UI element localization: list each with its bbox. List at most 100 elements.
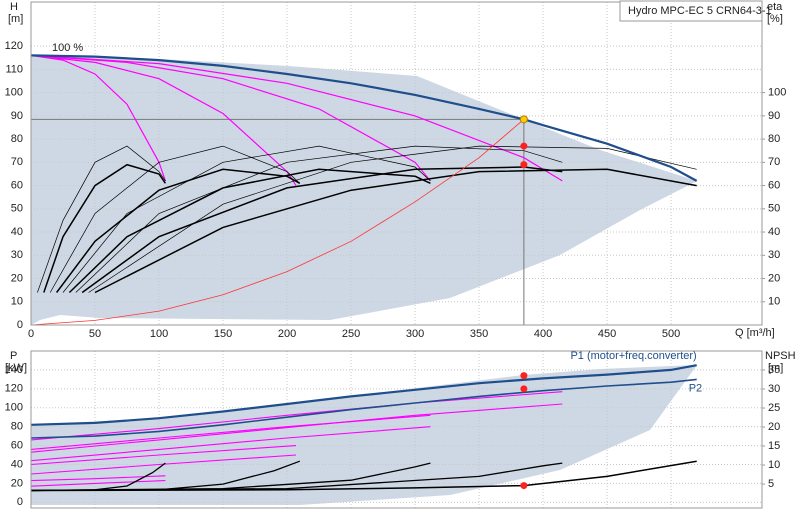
curve — [30, 54, 563, 182]
curve — [30, 426, 431, 462]
curve — [49, 145, 301, 293]
y-tick-label: 40 — [11, 226, 23, 238]
operating-point — [520, 142, 528, 150]
y-tick-label: 20 — [11, 477, 23, 489]
curve — [37, 145, 166, 293]
operating-point — [520, 385, 528, 393]
x-tick-label: 50 — [89, 328, 101, 340]
y2-tick-label: 30 — [768, 383, 780, 395]
curve — [30, 378, 697, 439]
curve — [30, 475, 166, 482]
x-tick-label: 150 — [214, 328, 232, 340]
y2-tick-label: 25 — [768, 402, 780, 414]
x-tick-label: 0 — [28, 328, 34, 340]
operating-point — [520, 372, 528, 380]
title-box — [619, 0, 763, 22]
y-tick-label: 20 — [11, 272, 23, 284]
y2-tick-label: 15 — [768, 440, 780, 452]
curve — [94, 168, 697, 294]
y2-tick-label: 60 — [768, 179, 780, 191]
x-tick-label: 500 — [662, 328, 680, 340]
y2-tick-label: 50 — [768, 203, 780, 215]
y-label: P — [10, 350, 17, 362]
x-tick-label: 100 — [150, 328, 168, 340]
y-tick-label: 110 — [5, 63, 23, 75]
curve — [30, 403, 563, 453]
y-tick-label: 120 — [5, 383, 23, 395]
y2-tick-label: 30 — [768, 249, 780, 261]
y2-label: [%] — [767, 13, 783, 25]
x-tick-label: 200 — [278, 328, 296, 340]
y-tick-label: 80 — [11, 133, 23, 145]
curve — [30, 118, 525, 326]
curve — [30, 54, 297, 186]
curve — [88, 145, 697, 293]
curve — [68, 168, 431, 294]
curve — [30, 54, 166, 182]
curve — [30, 414, 431, 450]
curve — [30, 460, 697, 492]
operating-area — [31, 55, 697, 325]
y2-tick-label: 35 — [768, 364, 780, 376]
y2-tick-label: 80 — [768, 133, 780, 145]
y2-label: [m] — [768, 362, 783, 374]
y-tick-label: 100 — [5, 402, 23, 414]
curve — [30, 454, 297, 475]
y2-tick-label: 10 — [768, 459, 780, 471]
curve — [30, 462, 563, 492]
y2-label: eta — [767, 1, 783, 13]
y2-tick-label: 40 — [768, 226, 780, 238]
plot-frame — [30, 1, 763, 326]
operating-point — [520, 482, 528, 490]
plot-frame — [30, 350, 763, 509]
x-tick-label: 250 — [342, 328, 360, 340]
y-tick-label: 90 — [11, 110, 23, 122]
y-tick-label: 140 — [5, 364, 23, 376]
y-label: H — [10, 1, 18, 13]
curve — [43, 163, 167, 293]
y-label: [m] — [8, 13, 23, 25]
y-tick-label: 30 — [11, 249, 23, 261]
x-label: Q [m³/h] — [735, 327, 775, 339]
y2-tick-label: 70 — [768, 156, 780, 168]
x-tick-label: 350 — [470, 328, 488, 340]
x-tick-label: 300 — [406, 328, 424, 340]
chart-title: Hydro MPC-EC 5 CRN64-3-1 — [628, 5, 772, 17]
y2-tick-label: 100 — [768, 87, 786, 99]
curve — [30, 391, 563, 441]
y2-label: NPSH — [765, 350, 796, 362]
y-tick-label: 70 — [11, 156, 23, 168]
y-tick-label: 80 — [11, 421, 23, 433]
y2-tick-label: 10 — [768, 296, 780, 308]
y2-tick-label: 20 — [768, 272, 780, 284]
curve — [75, 145, 563, 293]
annotation: 100 % — [52, 42, 83, 54]
y2-tick-label: 20 — [768, 421, 780, 433]
x-tick-label: 450 — [598, 328, 616, 340]
curve — [30, 54, 431, 182]
series-label: P2 — [689, 382, 702, 394]
y-tick-label: 0 — [17, 319, 23, 331]
y-tick-label: 0 — [17, 496, 23, 508]
curve — [30, 445, 297, 466]
y-tick-label: 40 — [11, 458, 23, 470]
y-tick-label: 120 — [5, 40, 23, 52]
y-tick-label: 100 — [5, 87, 23, 99]
curve — [81, 166, 563, 294]
operating-point — [519, 115, 528, 124]
y-tick-label: 60 — [11, 179, 23, 191]
y-tick-label: 60 — [11, 439, 23, 451]
curve — [30, 480, 166, 487]
operating-area — [31, 365, 697, 505]
x-tick-label: 400 — [534, 328, 552, 340]
y-tick-label: 10 — [11, 296, 23, 308]
curve — [30, 54, 698, 182]
y-label: [kW] — [5, 362, 27, 374]
plot-layer — [30, 2, 762, 508]
operating-point — [520, 161, 528, 169]
y2-tick-label: 5 — [768, 478, 774, 490]
curve — [30, 364, 697, 426]
y2-tick-label: 90 — [768, 110, 780, 122]
series-label: P1 (motor+freq.converter) — [570, 350, 696, 362]
